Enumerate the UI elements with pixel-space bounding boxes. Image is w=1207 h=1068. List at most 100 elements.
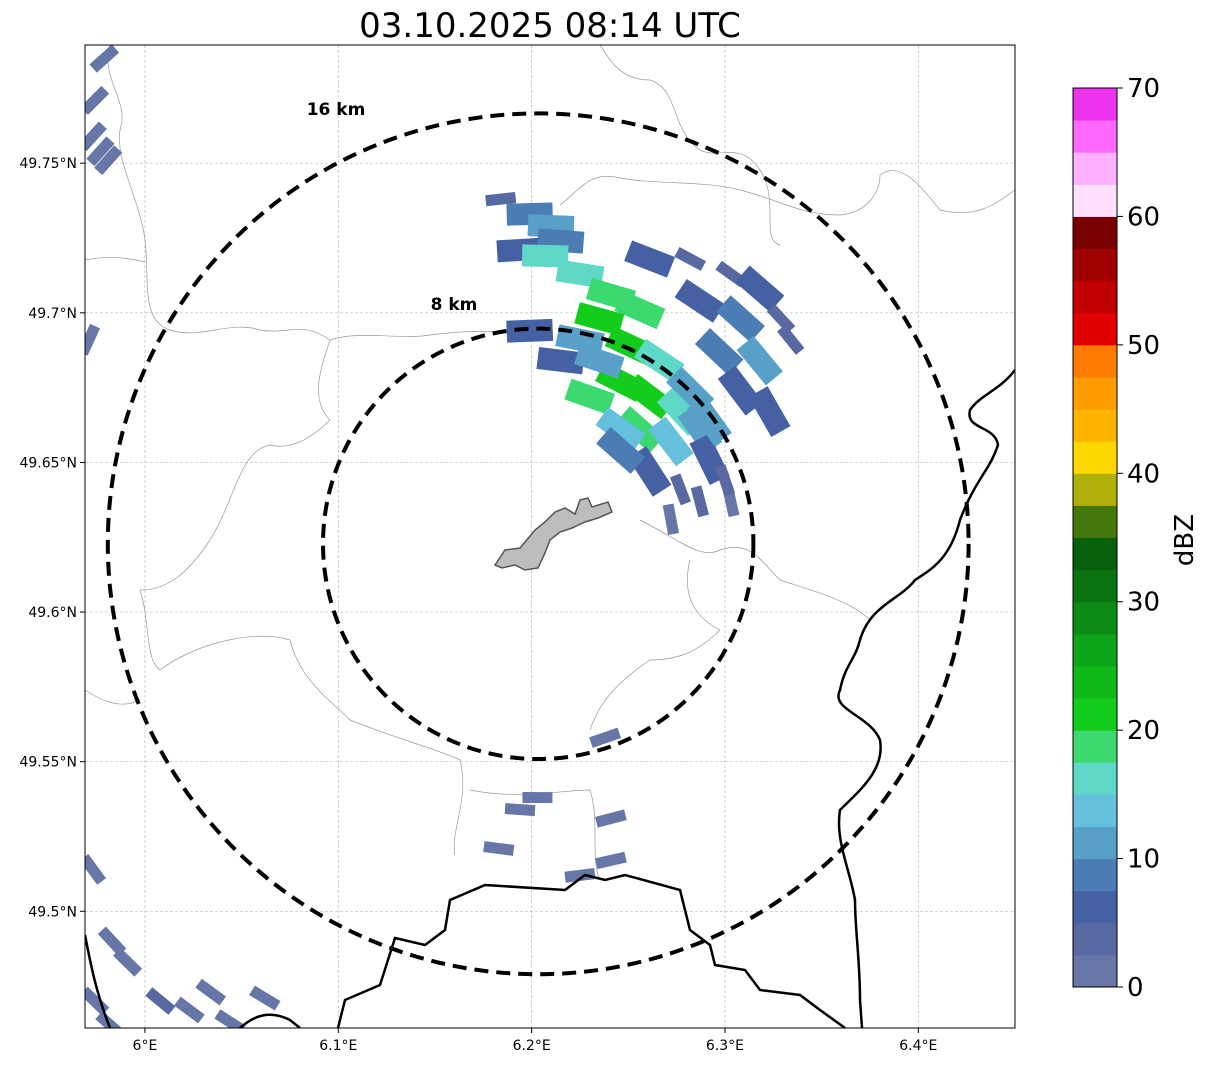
colorbar-segment	[1073, 954, 1117, 988]
colorbar-segment	[1073, 344, 1117, 378]
radar-cell	[748, 386, 791, 437]
colorbar-segment	[1073, 537, 1117, 571]
colorbar-segment	[1073, 505, 1117, 538]
colorbar-segment	[1073, 184, 1117, 217]
radar-cell	[97, 926, 127, 956]
colorbar-segment	[1073, 248, 1117, 282]
range-ring-label: 8 km	[431, 295, 478, 315]
radar-cell	[594, 809, 627, 828]
colorbar-segment	[1073, 441, 1117, 474]
colorbar-segment	[1073, 88, 1117, 121]
colorbar-segment	[1073, 216, 1117, 250]
colorbar-segment	[1073, 473, 1117, 506]
radar-cell	[674, 247, 707, 271]
range-ring-label: 16 km	[307, 100, 366, 120]
colorbar-segment	[1073, 665, 1117, 699]
colorbar-label: dBZ	[1170, 514, 1200, 566]
radar-cell	[85, 323, 101, 356]
radar-cell	[717, 365, 764, 416]
colorbar-tick-label: 50	[1127, 331, 1160, 361]
radar-cell	[504, 803, 536, 817]
radar-cell	[674, 278, 726, 323]
colorbar-tick-label: 60	[1127, 202, 1160, 232]
radar-cell	[521, 244, 569, 268]
colorbar-segment	[1073, 922, 1117, 956]
map-frame	[84, 44, 1016, 1029]
radar-cell	[614, 290, 666, 330]
radar-cell	[624, 240, 676, 278]
colorbar-segment	[1073, 312, 1117, 346]
colorbar-tick-label: 0	[1127, 973, 1144, 1003]
radar-cell	[595, 407, 646, 452]
radar-reflectivity-cells	[85, 45, 805, 1028]
radar-cell	[145, 987, 176, 1015]
y-tick-label: 49.6°N	[28, 605, 77, 621]
radar-cell	[648, 416, 694, 467]
radar-cell	[595, 851, 627, 870]
radar-cell	[249, 985, 281, 1011]
radar-cell	[214, 1009, 246, 1028]
commune-boundaries	[85, 45, 1015, 881]
radar-cell	[506, 318, 554, 343]
colorbar-segment	[1073, 120, 1117, 153]
colorbar-tick-label: 30	[1127, 588, 1160, 618]
radar-cell	[112, 947, 143, 977]
colorbar-segment	[1073, 890, 1117, 924]
radar-cell	[89, 45, 120, 73]
colorbar-frame	[1072, 87, 1118, 988]
radar-cell	[662, 503, 679, 536]
x-tick-label: 6.4°E	[899, 1038, 937, 1054]
radar-cell	[690, 485, 709, 518]
radar-cell	[564, 868, 596, 883]
radar-cell	[85, 121, 107, 152]
colorbar: 0 10 20 30 40 50 60 70	[1072, 74, 1160, 1003]
y-tick-label: 49.75°N	[19, 156, 77, 172]
radar-cell	[522, 792, 553, 804]
range-ring-8km	[321, 326, 756, 762]
radar-cell	[714, 464, 736, 497]
colorbar-tick-label: 70	[1127, 74, 1160, 104]
colorbar-segment	[1073, 794, 1117, 827]
radar-cell	[564, 378, 615, 415]
colorbar-segment	[1073, 152, 1117, 185]
colorbar-tick-label: 20	[1127, 716, 1160, 746]
colorbar-tick-label: 40	[1127, 459, 1160, 489]
x-tick-label: 6.3°E	[706, 1038, 744, 1054]
radar-cell	[574, 302, 625, 336]
colorbar-segment	[1073, 698, 1117, 731]
x-tick-label: 6.1°E	[319, 1038, 357, 1054]
radar-cell	[694, 327, 744, 376]
radar-cell	[536, 346, 585, 375]
radar-cell	[777, 324, 805, 355]
radar-cell	[715, 295, 765, 343]
radar-cell	[615, 406, 665, 454]
radar-cell	[589, 727, 622, 748]
radar-cell	[735, 265, 785, 313]
colorbar-segment	[1073, 826, 1117, 860]
radar-cell	[483, 841, 515, 856]
radar-cell	[485, 192, 517, 207]
range-ring-16km	[105, 111, 971, 977]
y-tick-label: 49.5°N	[28, 904, 77, 920]
range-rings: 8 km 16 km	[105, 100, 971, 977]
radar-cell	[670, 473, 692, 506]
y-tick-label: 49.65°N	[19, 455, 77, 471]
radar-cell	[174, 996, 205, 1024]
map-title: 03.10.2025 08:14 UTC	[359, 6, 741, 46]
radar-cell	[94, 145, 123, 176]
colorbar-segment	[1073, 280, 1117, 314]
colorbar-segment	[1073, 730, 1117, 763]
y-tick-label: 49.7°N	[28, 306, 77, 322]
radar-cell	[195, 978, 227, 1006]
radar-cell	[85, 85, 110, 115]
colorbar-segment	[1073, 569, 1117, 603]
x-tick-label: 6°E	[133, 1038, 158, 1054]
x-tick-label: 6.2°E	[513, 1038, 551, 1054]
colorbar-segment	[1073, 858, 1117, 892]
axes: 6°E 6.1°E 6.2°E 6.3°E 6.4°E 49.75°N 49.7°N 49.6…	[19, 156, 937, 1054]
colorbar-segment	[1073, 409, 1117, 442]
colorbar-segment	[1073, 633, 1117, 667]
colorbar-segment	[1073, 601, 1117, 635]
city-outline	[493, 497, 613, 571]
